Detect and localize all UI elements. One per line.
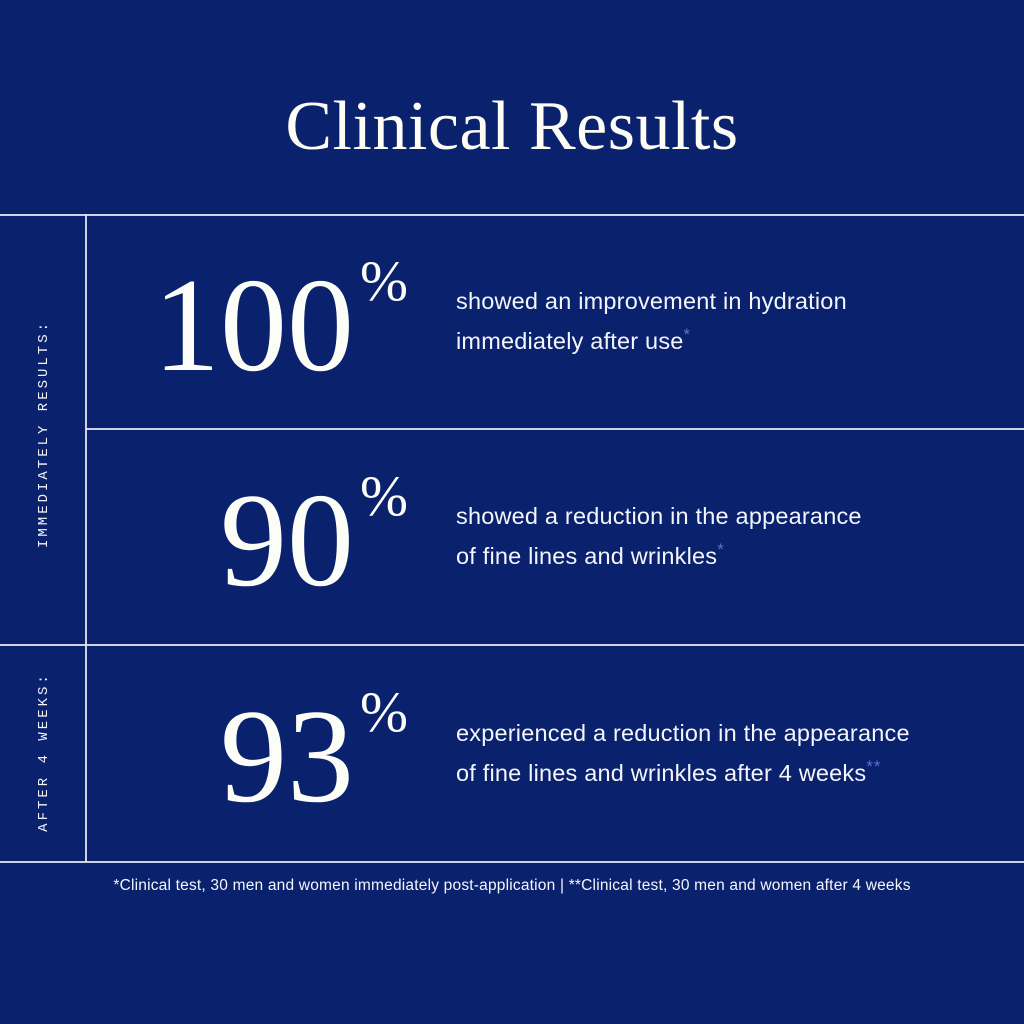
stat-desc-line2: of fine lines and wrinkles after 4 weeks bbox=[456, 759, 867, 786]
stat-desc-line1: experienced a reduction in the appearanc… bbox=[456, 719, 910, 746]
stat-desc-line2: of fine lines and wrinkles bbox=[456, 542, 718, 569]
stat-description: experienced a reduction in the appearanc… bbox=[456, 716, 910, 790]
percent-sign: % bbox=[360, 464, 408, 528]
stat-desc-line2: immediately after use bbox=[456, 327, 684, 354]
stat-value-93: 93% bbox=[86, 682, 408, 823]
divider-sections bbox=[0, 644, 1024, 646]
left-rail-line bbox=[85, 214, 87, 862]
section-label-immediately-results: IMMEDIATELY RESULTS: bbox=[36, 319, 52, 549]
stat-row-fine-lines-4-weeks: 93% experienced a reduction in the appea… bbox=[86, 645, 1024, 860]
percent-sign: % bbox=[360, 681, 408, 745]
stat-desc-line1: showed a reduction in the appearance bbox=[456, 503, 862, 530]
stat-description: showed a reduction in the appearance of f… bbox=[456, 499, 862, 573]
stat-number-text: 93 bbox=[220, 682, 354, 830]
stat-desc-line1: showed an improvement in hydration bbox=[456, 288, 847, 315]
stat-value-90: 90% bbox=[86, 466, 408, 607]
stat-description: showed an improvement in hydration immedi… bbox=[456, 284, 847, 358]
footnote-marker: ** bbox=[866, 756, 882, 776]
stat-number-text: 90 bbox=[220, 465, 354, 614]
stat-value-100: 100% bbox=[86, 251, 408, 392]
page-title: Clinical Results bbox=[285, 88, 739, 165]
divider-row1-row2 bbox=[86, 428, 1024, 430]
footnote-text: *Clinical test, 30 men and women immedia… bbox=[113, 877, 911, 894]
stat-number-text: 100 bbox=[153, 250, 354, 399]
section-label-after-4-weeks: AFTER 4 WEEKS: bbox=[36, 672, 52, 832]
stat-row-fine-lines: 90% showed a reduction in the appearance… bbox=[86, 429, 1024, 643]
footnote-marker: * bbox=[717, 540, 725, 560]
footnote-marker: * bbox=[683, 325, 692, 345]
percent-sign: % bbox=[360, 249, 408, 313]
divider-bottom bbox=[0, 861, 1024, 863]
stat-row-hydration: 100% showed an improvement in hydration i… bbox=[86, 215, 1024, 427]
divider-top bbox=[0, 214, 1024, 216]
